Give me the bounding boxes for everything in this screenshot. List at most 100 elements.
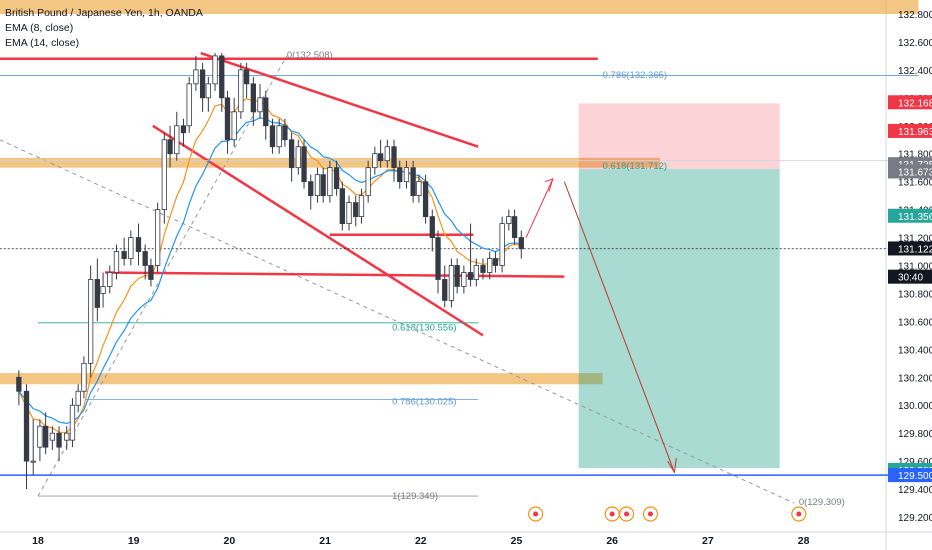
candle-body [128,237,134,259]
candle-body [94,279,100,308]
candle-body [142,251,148,266]
x-tick-label: 21 [319,535,331,547]
candle-body [43,425,49,448]
position-target-area[interactable] [578,169,780,469]
y-tick-label: 132.400 [898,66,932,77]
price-tag [888,208,932,223]
fib-trendline [0,139,795,504]
candle-body [353,202,359,217]
candle-body [161,139,167,211]
event-marker-dot [624,511,630,517]
candle-body [135,237,142,252]
candle-body [511,216,518,238]
chart-legend: British Pound / Japanese Yen, 1h, OANDA … [5,6,203,51]
candle-body [64,432,70,441]
price-tag-label: 132.168 [898,98,932,109]
candle-body [23,390,30,462]
position-stop-area[interactable] [578,103,780,170]
candle-body [397,167,403,183]
candle-body [314,174,321,197]
x-tick-label: 27 [702,535,714,547]
fib-label: 0.618(130.556) [392,323,456,334]
candle-body [56,432,62,448]
fib-label: 0(132.508) [287,50,333,61]
candle-body [288,139,295,169]
candle-body [301,146,307,183]
candle-body [263,97,269,127]
event-marker-dot [647,511,653,517]
x-tick-label: 25 [511,535,523,547]
supply-demand-zone [0,0,919,14]
price-tag-label: 131.963 [898,127,932,138]
candle-body [295,146,301,169]
fib-label: 0(129.309) [799,497,845,508]
supply-demand-zone [0,373,603,385]
price-tag [888,269,932,284]
candle-body [384,146,390,162]
x-tick-label: 26 [606,535,618,547]
fib-label: 0.786(132.365) [603,70,667,81]
candle-body [473,265,479,280]
candle-body [49,432,56,441]
drawn-line[interactable] [104,271,565,278]
price-tag [888,468,932,483]
candle-body [327,167,333,197]
candle-body [442,279,448,301]
candle-body [30,460,36,463]
y-tick-label: 130.800 [898,289,932,300]
y-tick-label: 132.800 [898,10,932,21]
fib-label: 0.618(131.712) [603,161,667,172]
price-tag-label: 129.500 [898,471,932,482]
x-tick-label: 20 [224,535,236,547]
y-tick-label: 130.600 [898,317,932,328]
x-tick-label: 19 [128,535,140,547]
y-tick-label: 129.200 [898,513,932,524]
candle-body [224,97,231,141]
candle-body [276,125,282,148]
candle-body [422,181,429,217]
fib-label: 1(129.349) [392,491,438,502]
candle-body [180,125,187,134]
candle-body [435,237,441,280]
candle-body [358,195,365,217]
candle-body [454,265,460,287]
candle-body [199,69,206,99]
candle-body [81,362,87,392]
candle-body [231,111,237,141]
candle-body [121,251,127,259]
candle-body [100,286,106,294]
candle-body [87,279,94,364]
y-tick-label: 130.000 [898,401,932,412]
candle-body [193,69,199,85]
fib-label: 0.786(130.025) [392,397,456,408]
candle-body [113,251,120,273]
y-tick-label: 130.200 [898,373,932,384]
candle-body [257,97,263,113]
price-tag-label: 30:40 [898,273,923,284]
price-tag [888,164,932,179]
candle-body [416,181,422,197]
x-tick-label: 22 [415,535,427,547]
candle-body [346,202,352,224]
candle-body [506,216,512,224]
price-tag-label: 131.122 [898,244,932,255]
candle-body [148,265,154,280]
candle-body [250,83,256,113]
price-tag-label: 131.673 [898,167,932,178]
plot-area [0,0,886,532]
y-tick-label: 131.800 [898,150,932,161]
candle-body [365,167,371,197]
candle-body [212,55,218,85]
y-tick-label: 131.000 [898,262,932,273]
candle-body [518,237,524,250]
projection-arrow[interactable] [563,181,675,473]
candle-body [403,167,410,183]
price-tag [888,241,932,256]
candle-body [186,83,192,127]
candle-body [487,258,493,273]
candle-body [154,209,161,266]
y-tick-label: 130.400 [898,345,932,356]
projection-arrow[interactable] [525,178,554,238]
